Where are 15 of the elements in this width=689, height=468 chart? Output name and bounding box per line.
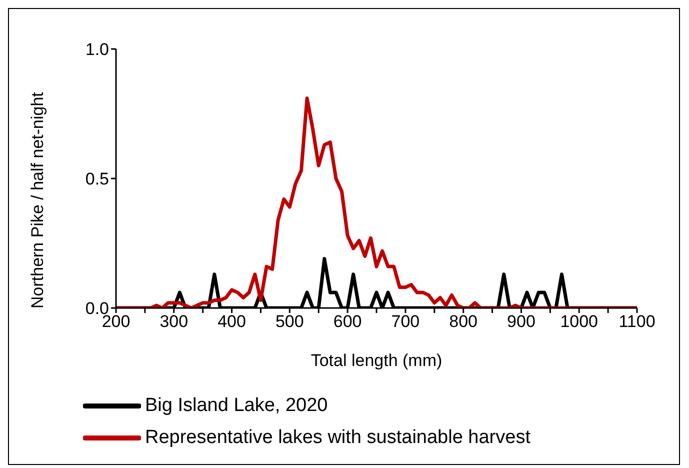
x-tick-label: 1000 bbox=[560, 312, 598, 332]
y-tick-label: 0.5 bbox=[85, 170, 109, 189]
x-tick-label: 500 bbox=[275, 312, 304, 332]
y-axis-title: Northern Pike / half net-night bbox=[28, 92, 48, 308]
x-tick-label: 800 bbox=[449, 312, 478, 332]
y-tick-label: 1.0 bbox=[85, 40, 109, 60]
x-tick-label: 700 bbox=[391, 312, 420, 332]
legend-label: Representative lakes with sustainable harvest bbox=[145, 427, 530, 449]
x-axis-title: Total length (mm) bbox=[310, 351, 442, 370]
x-tick-label: 400 bbox=[218, 312, 246, 332]
x-tick-label: 900 bbox=[507, 312, 536, 332]
x-tick-label: 300 bbox=[160, 312, 188, 332]
legend-label: Big Island Lake, 2020 bbox=[145, 395, 328, 417]
x-tick-label: 600 bbox=[333, 312, 362, 332]
x-tick-label: 1100 bbox=[618, 312, 656, 332]
